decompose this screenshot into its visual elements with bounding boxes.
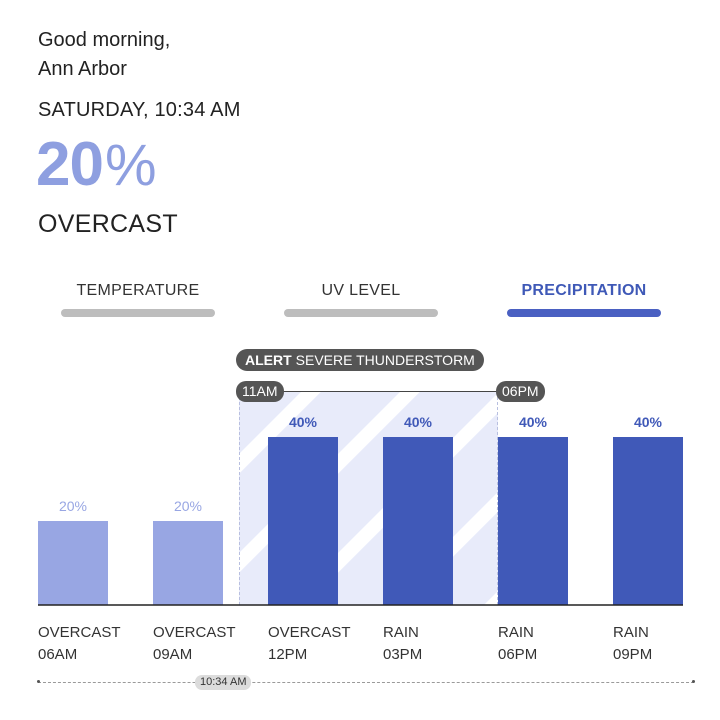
bar-value-label: 20% xyxy=(174,498,202,514)
tab-temperature-label: TEMPERATURE xyxy=(76,282,200,299)
precipitation-bar[interactable] xyxy=(613,437,683,605)
location-name: Ann Arbor xyxy=(38,58,127,80)
alert-text: SEVERE THUNDERSTORM xyxy=(295,352,475,368)
greeting-text: Good morning, xyxy=(38,29,171,51)
precipitation-bar[interactable] xyxy=(268,437,338,605)
day-time: SATURDAY, 10:34 AM xyxy=(38,99,241,121)
current-time-marker[interactable]: 10:34 AM xyxy=(195,675,252,690)
time-slot-time: 06PM xyxy=(498,646,538,663)
alert-end-time: 06PM xyxy=(496,381,545,402)
bar-value-label: 40% xyxy=(634,414,663,430)
bar-value-label: 40% xyxy=(519,414,548,430)
greeting: Good morning, Ann Arbor xyxy=(38,26,170,84)
tab-uv-level-label: UV LEVEL xyxy=(321,282,401,299)
time-slot-label: RAIN 06PM xyxy=(498,622,537,666)
tab-uv-level[interactable]: UV LEVEL xyxy=(284,282,438,317)
time-slot-label: OVERCAST 06AM xyxy=(38,622,121,666)
time-slot-time: 06AM xyxy=(38,646,78,663)
timeline-end-dot xyxy=(692,680,695,683)
bar-value-label: 40% xyxy=(404,414,433,430)
time-slot-condition: OVERCAST xyxy=(38,624,121,641)
precipitation-bar[interactable] xyxy=(498,437,568,605)
tab-precipitation-label: PRECIPITATION xyxy=(521,282,647,299)
timeline-track[interactable] xyxy=(38,682,694,683)
current-condition: OVERCAST xyxy=(38,210,178,238)
time-slot-label: OVERCAST 12PM xyxy=(268,622,351,666)
time-slot-condition: RAIN xyxy=(383,624,419,641)
time-slot-condition: RAIN xyxy=(613,624,649,641)
tab-precipitation[interactable]: PRECIPITATION xyxy=(507,282,661,317)
time-slot-condition: RAIN xyxy=(498,624,534,641)
time-slot-time: 09AM xyxy=(153,646,193,663)
time-slot-time: 09PM xyxy=(613,646,653,663)
bar-value-label: 40% xyxy=(289,414,318,430)
tab-temperature[interactable]: TEMPERATURE xyxy=(61,282,215,317)
precipitation-bar[interactable] xyxy=(38,521,108,605)
time-slot-label: RAIN 03PM xyxy=(383,622,422,666)
tab-precipitation-indicator xyxy=(507,309,661,317)
current-precipitation: 20 % xyxy=(36,130,157,200)
alert-start-time: 11AM xyxy=(236,381,284,402)
precipitation-bar[interactable] xyxy=(153,521,223,605)
time-slot-condition: OVERCAST xyxy=(153,624,236,641)
time-slot-label: RAIN 09PM xyxy=(613,622,652,666)
alert-tag: ALERT xyxy=(245,352,292,368)
bar-value-label: 20% xyxy=(59,498,87,514)
timeline-start-dot xyxy=(37,680,40,683)
alert-banner[interactable]: ALERT SEVERE THUNDERSTORM xyxy=(236,349,484,371)
time-slot-label: OVERCAST 09AM xyxy=(153,622,236,666)
time-slot-condition: OVERCAST xyxy=(268,624,351,641)
tab-uv-level-indicator xyxy=(284,309,438,317)
current-precipitation-unit: % xyxy=(104,133,157,198)
current-precipitation-value: 20 xyxy=(36,130,104,199)
time-slot-time: 03PM xyxy=(383,646,423,663)
precipitation-bar[interactable] xyxy=(383,437,453,605)
alert-range-line xyxy=(270,391,500,392)
tab-temperature-indicator xyxy=(61,309,215,317)
time-slot-time: 12PM xyxy=(268,646,308,663)
